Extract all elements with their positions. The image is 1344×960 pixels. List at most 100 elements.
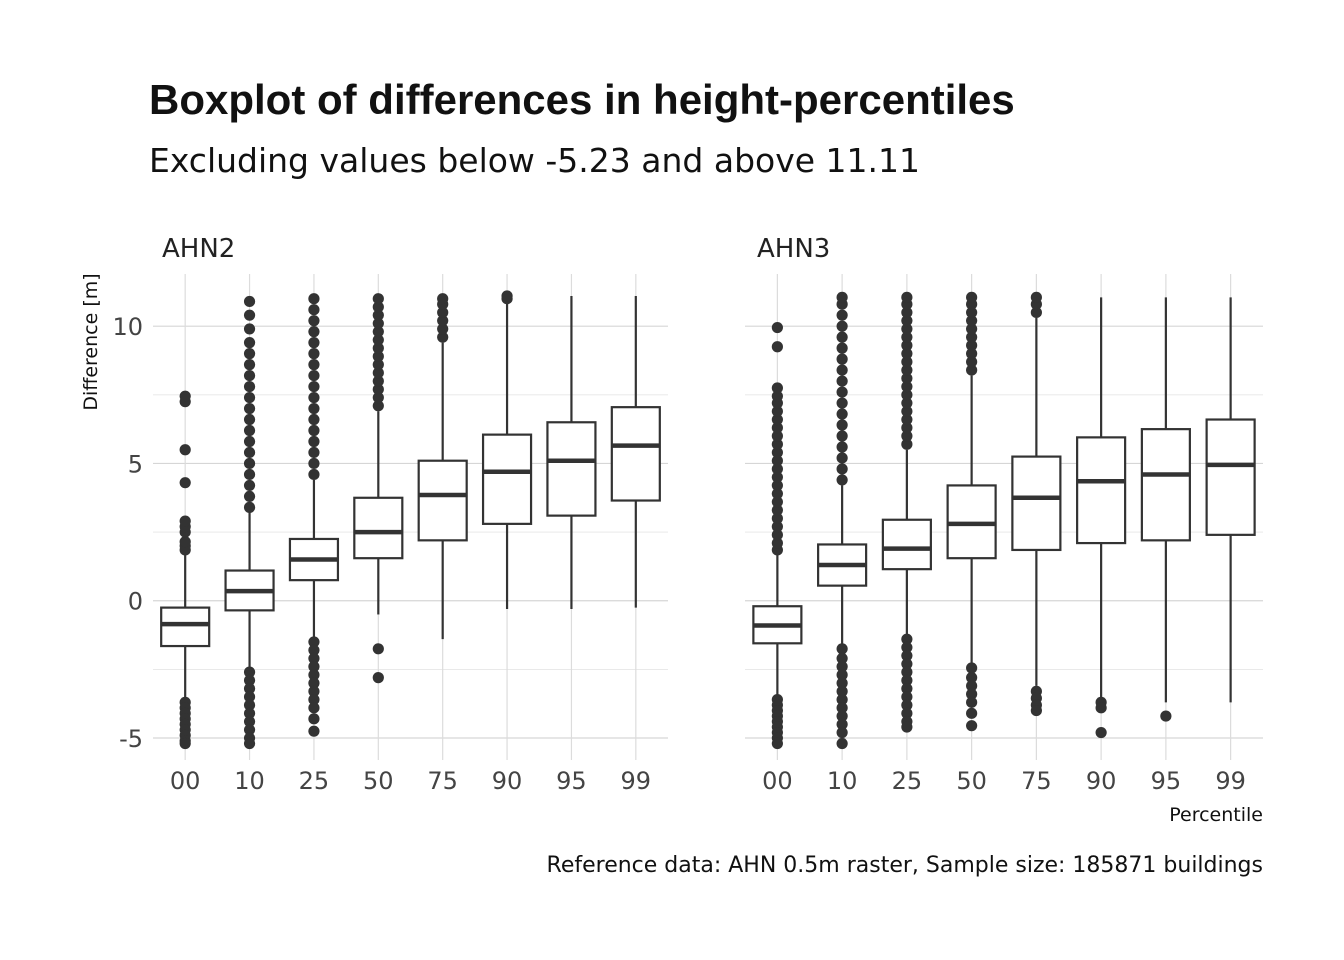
outlier-point — [243, 435, 256, 448]
outlier-point — [1160, 710, 1172, 722]
outlier-point — [243, 468, 256, 481]
outlier-point — [308, 669, 320, 681]
x-tick-label: 00 — [762, 767, 793, 795]
outlier-point — [308, 304, 320, 316]
outlier-point — [966, 291, 978, 303]
outlier-point — [771, 390, 783, 402]
outlier-point — [243, 323, 256, 335]
outlier-point — [308, 359, 320, 371]
x-tick-label: 90 — [492, 767, 523, 795]
x-tick-label: 25 — [892, 767, 923, 795]
outlier-point — [836, 737, 848, 750]
x-tick-label: 95 — [1151, 767, 1182, 795]
outlier-point — [243, 402, 256, 415]
outlier-point — [308, 644, 320, 656]
outlier-point — [836, 685, 848, 697]
outlier-point — [901, 422, 913, 434]
panel-label-ahn2: AHN2 — [162, 234, 235, 264]
outlier-point — [308, 402, 320, 415]
outlier-point — [308, 391, 320, 404]
outlier-point — [372, 383, 384, 395]
outlier-point — [372, 643, 384, 655]
outlier-point — [771, 504, 783, 516]
outlier-point — [966, 720, 978, 732]
outlier-point — [243, 359, 256, 371]
outlier-point — [901, 699, 913, 711]
outlier-point — [243, 691, 256, 703]
outlier-point — [243, 674, 256, 686]
outlier-point — [437, 323, 449, 335]
outlier-point — [243, 666, 256, 678]
x-axis-label: Percentile — [1169, 804, 1263, 826]
outlier-point — [836, 441, 848, 453]
outlier-point — [372, 293, 384, 305]
x-tick-label: 10 — [234, 767, 265, 795]
outlier-point — [372, 317, 384, 330]
x-tick-label: 95 — [556, 767, 587, 795]
outlier-point — [836, 342, 848, 354]
outlier-point — [836, 309, 848, 321]
outlier-point — [836, 291, 848, 303]
box-iqr — [481, 433, 533, 525]
outlier-point — [901, 339, 913, 351]
outlier-point — [901, 315, 913, 327]
outlier-point — [243, 457, 256, 470]
outlier-point — [901, 674, 913, 686]
outlier-point — [308, 685, 320, 697]
outlier-point — [901, 397, 913, 409]
box-iqr — [610, 406, 661, 502]
outlier-point — [372, 367, 384, 379]
outlier-point — [771, 512, 783, 524]
outlier-point — [243, 413, 256, 426]
outlier-point — [372, 391, 384, 404]
outlier-point — [901, 389, 913, 401]
outlier-point — [243, 715, 256, 728]
outlier-point — [966, 680, 978, 692]
outlier-point — [836, 397, 848, 409]
outlier-point — [372, 672, 384, 684]
outlier-point — [501, 290, 513, 302]
outlier-point — [437, 293, 449, 305]
outlier-point — [966, 662, 978, 674]
outlier-point — [836, 331, 848, 343]
outlier-point — [836, 320, 848, 332]
outlier-point — [372, 301, 384, 313]
outlier-point — [372, 309, 384, 321]
outlier-point — [771, 455, 783, 467]
outlier-point — [437, 331, 449, 343]
outlier-point — [901, 331, 913, 343]
outlier-point — [372, 350, 384, 362]
outlier-point — [771, 463, 783, 475]
outlier-point — [308, 652, 320, 665]
outlier-point — [836, 726, 848, 739]
outlier-point — [243, 424, 256, 437]
outlier-point — [243, 391, 256, 404]
y-axis-label: Difference [m] — [80, 273, 102, 410]
outlier-point — [308, 369, 320, 382]
y-tick-label: 10 — [112, 313, 143, 341]
outlier-point — [836, 661, 848, 673]
outlier-point — [836, 419, 848, 431]
outlier-point — [901, 372, 913, 384]
outlier-point — [243, 490, 256, 503]
outlier-point — [771, 430, 783, 442]
chart-title: Boxplot of differences in height-percent… — [149, 76, 1015, 123]
outlier-point — [243, 369, 256, 382]
outlier-point — [179, 477, 191, 489]
outlier-point — [372, 359, 384, 371]
outlier-point — [771, 529, 783, 541]
outlier-point — [771, 488, 783, 500]
outlier-point — [308, 446, 320, 459]
x-tick-label: 75 — [1021, 767, 1052, 795]
outlier-point — [308, 468, 320, 481]
outlier-point — [836, 364, 848, 376]
outlier-point — [179, 536, 191, 548]
outlier-point — [243, 699, 256, 711]
y-tick-label: 0 — [128, 588, 143, 616]
outlier-point — [179, 515, 191, 527]
x-tick-label: 00 — [170, 767, 201, 795]
outlier-point — [308, 380, 320, 393]
box-iqr — [160, 606, 211, 648]
outlier-point — [243, 724, 256, 736]
outlier-point — [308, 725, 320, 737]
